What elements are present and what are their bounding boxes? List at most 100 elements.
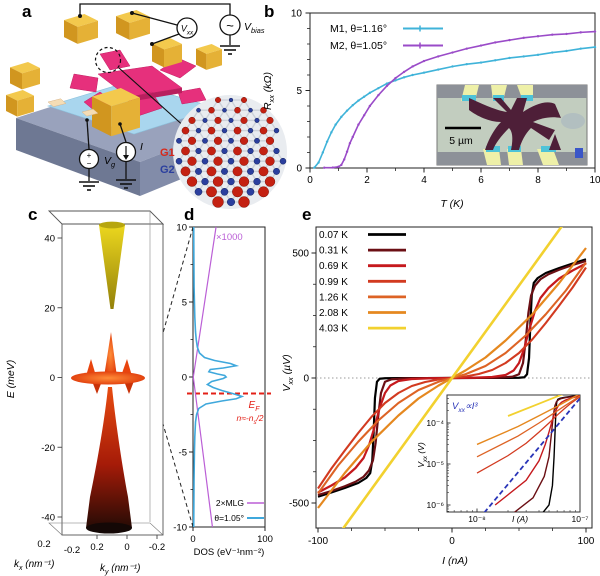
b-curve-marker: [385, 84, 389, 88]
b-curve-marker: [411, 73, 414, 77]
b-curve-marker: [522, 55, 525, 58]
circuit-wires: [79, 3, 231, 150]
panel-c-label: c: [28, 205, 38, 224]
c-lower-cone: [86, 387, 132, 534]
lattice-atom-red: [259, 146, 268, 156]
lattice-atom-blue: [176, 137, 182, 144]
lattice-atom-red: [234, 106, 241, 114]
e-x-tick-label: -100: [308, 536, 328, 547]
flat-band-spike-up: [104, 332, 117, 377]
lattice-atom-blue: [220, 187, 229, 196]
gold-contact-side: [77, 20, 98, 44]
b-x-tick-label: 2: [364, 175, 370, 186]
mesa-side-shade: [128, 88, 182, 102]
b-curve-marker: [340, 115, 343, 119]
gold-contact-side: [22, 68, 40, 90]
moire-lattice-inset: [173, 95, 287, 209]
flat-band-spikelet-down: [124, 381, 134, 394]
zoom-pointer-line: [118, 67, 187, 129]
b-legend: M1, θ=1.16° M2, θ=1.05°: [330, 23, 443, 52]
contact-dot: [130, 11, 134, 15]
gold-contact-front: [152, 43, 164, 68]
c-axis-ticks: 40 20 0 -20 -40 0.2 -0.2 0.2 0 -0.2: [37, 234, 165, 557]
e-x-tick-label: 0: [449, 536, 455, 547]
electrode-tip: [541, 146, 556, 152]
e-legend: 0.07 K 0.31 K 0.69 K 0.99 K 1.26 K 2.08 K 4.03…: [319, 230, 406, 335]
substrate-front-face: [16, 118, 140, 196]
b-curve-marker: [451, 65, 454, 68]
e-inset-curve: [513, 395, 580, 512]
e-axes: -100 0 100 500 0 -500: [289, 226, 595, 547]
c-ky-label: ky (nm⁻¹): [100, 563, 140, 576]
lattice-atom-blue: [247, 147, 254, 155]
lattice-atom-blue: [195, 147, 202, 155]
mesa-arm: [177, 87, 207, 105]
d-filling-label: n≈-ns/2: [236, 413, 263, 426]
panel-d-label: d: [184, 205, 195, 224]
lattice-atom-red: [207, 126, 216, 135]
e-inset-curve: [494, 395, 580, 506]
panel-c-band-structure: 40 20 0 -20 -40 0.2 -0.2 0.2 0 -0.2 E (meV) kx (n…: [5, 210, 165, 576]
electrode: [537, 149, 559, 165]
b-curve-marker: [331, 166, 334, 169]
lattice-atom-red: [266, 116, 274, 124]
b-curve-marker: [402, 76, 406, 79]
d-legend-label: θ=1.05°: [214, 513, 244, 523]
zoom-dashed-circle: [94, 46, 122, 74]
lattice-atom-blue: [221, 127, 228, 134]
d-plot-frame: [192, 226, 266, 528]
gold-contact-top: [116, 10, 150, 23]
e-inset-guide-line: [483, 396, 580, 512]
gold-contact-top: [6, 90, 34, 101]
b-xlabel: T (K): [440, 198, 463, 210]
gold-contact-side: [17, 95, 34, 117]
b-curve-marker: [343, 158, 346, 161]
vg-label: Vg: [104, 155, 116, 169]
lattice-atom-blue: [196, 107, 201, 113]
lattice-atom-red: [188, 116, 196, 124]
lattice-atom-red: [213, 156, 223, 166]
upper-cone-body: [99, 225, 125, 309]
e-legend-label: 0.31 K: [319, 246, 348, 257]
lattice-atom-blue: [201, 177, 209, 186]
lattice-atom-blue: [248, 107, 253, 113]
electrode: [507, 149, 523, 165]
contact-dot: [78, 14, 82, 18]
d-legend-label: 2×MLG: [216, 498, 244, 508]
b-x-tick-label: 8: [535, 175, 541, 186]
b-ylabel: Rxx (kΩ): [262, 72, 276, 110]
e-inset-curve: [476, 395, 580, 458]
b-curve-marker: [362, 114, 366, 117]
d-y-tick-label: 0: [182, 373, 187, 384]
e-legend-label: 2.08 K: [319, 308, 348, 319]
cream-contact: [81, 108, 99, 117]
b-curve-marker: [451, 51, 454, 54]
b-curve-marker: [494, 59, 497, 62]
c-e-tick-label: -20: [41, 443, 55, 454]
b-curve-marker: [494, 41, 497, 44]
b-curve-marker: [325, 140, 329, 143]
b-curve-marker: [565, 32, 568, 36]
panel-b-label: b: [264, 2, 275, 21]
b-legend-label: M1, θ=1.16°: [330, 23, 387, 35]
lattice-atom-red: [213, 136, 223, 145]
lattice-atom-blue: [253, 177, 261, 186]
lattice-atom-red: [241, 97, 247, 103]
wire-current: [119, 123, 127, 143]
lattice-atom-blue: [221, 147, 228, 155]
voltmeter-vxx: Vxx: [176, 17, 198, 39]
e-y-tick-label: 500: [292, 249, 309, 260]
b-curve-marker: [522, 36, 525, 39]
d-x1000-label: ×1000: [216, 232, 243, 243]
d-legend: 2×MLG θ=1.05°: [214, 498, 264, 523]
lattice-atom-blue: [175, 157, 183, 165]
lattice-atom-blue: [202, 137, 208, 144]
lattice-atom-blue: [221, 167, 228, 175]
e-xlabel: I (nA): [442, 555, 468, 567]
gold-contact-side: [129, 16, 150, 40]
b-y-tick-label: 10: [291, 9, 303, 20]
b-curve-marker: [323, 166, 326, 169]
ground-symbol: [220, 35, 240, 55]
lattice-atom-red: [208, 106, 215, 114]
